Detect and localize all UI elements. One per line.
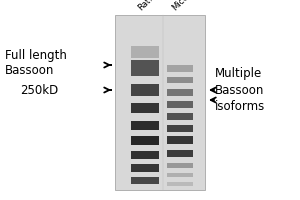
Text: Full length
Bassoon: Full length Bassoon: [5, 48, 67, 77]
Bar: [167, 100, 193, 108]
Bar: [167, 64, 193, 72]
Bar: [167, 150, 193, 156]
Bar: [167, 124, 193, 132]
Bar: [167, 77, 193, 83]
Bar: [167, 182, 193, 186]
Bar: [167, 88, 193, 96]
Text: Multiple
Bassoon
isoforms: Multiple Bassoon isoforms: [215, 68, 265, 112]
Text: Rat.: Rat.: [136, 0, 154, 12]
Text: 250kD: 250kD: [20, 84, 58, 98]
Bar: [131, 46, 159, 58]
Bar: [131, 176, 159, 184]
Bar: [131, 136, 159, 144]
Bar: [167, 173, 193, 177]
Bar: [131, 151, 159, 159]
Bar: [167, 162, 193, 168]
Bar: [131, 120, 159, 130]
Bar: [115, 15, 205, 190]
Text: Mice: Mice: [170, 0, 190, 12]
Bar: [167, 136, 193, 144]
Bar: [131, 84, 159, 96]
Bar: [167, 112, 193, 119]
Bar: [131, 103, 159, 113]
Bar: [131, 60, 159, 76]
Bar: [131, 164, 159, 172]
